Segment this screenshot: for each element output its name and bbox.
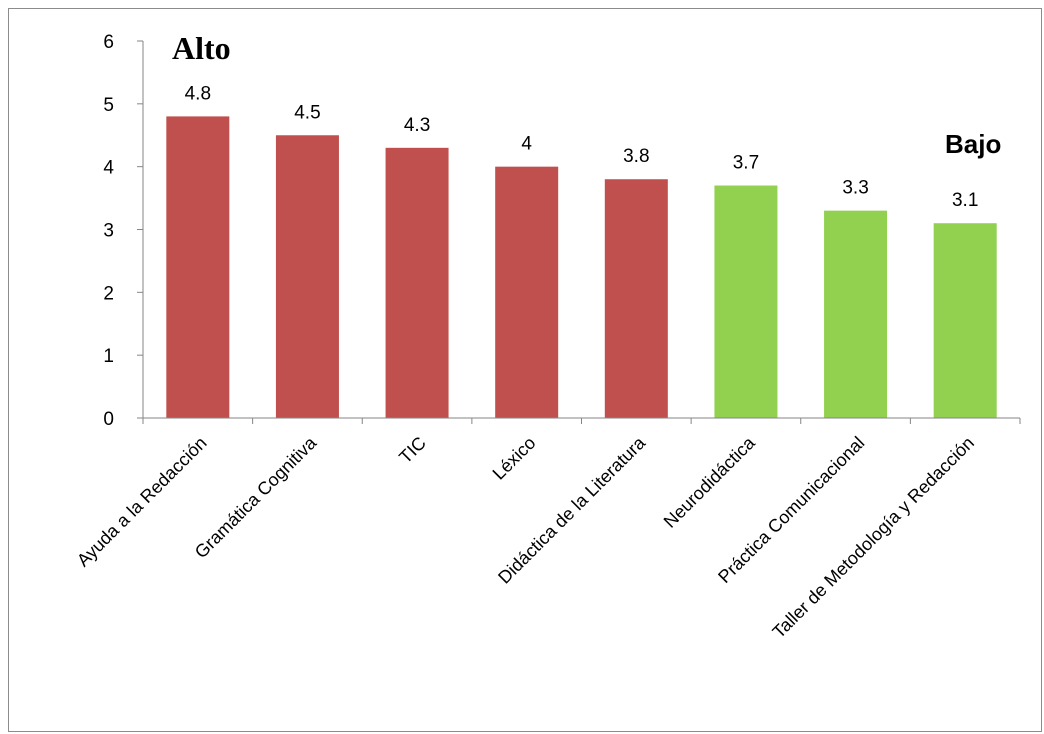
y-tick-label: 0 [103, 409, 114, 430]
data-label: 4.5 [294, 102, 320, 123]
bar [933, 223, 997, 418]
category-label: Léxico [489, 433, 540, 484]
data-label: 4.3 [404, 115, 430, 136]
bar [275, 135, 339, 418]
bar [385, 147, 449, 419]
y-tick-label: 4 [103, 158, 114, 179]
category-label: Taller de Metodología y Redacción [769, 433, 978, 642]
data-label: 3.8 [623, 146, 649, 167]
bar [714, 185, 778, 418]
y-tick-label: 6 [103, 32, 114, 53]
bars [166, 116, 997, 419]
y-tick-label: 5 [103, 95, 114, 116]
data-label: 3.7 [733, 153, 759, 174]
x-axis [142, 417, 1021, 424]
category-label: TIC [395, 433, 430, 468]
y-tick-label: 3 [103, 221, 114, 242]
y-tick-label: 1 [103, 346, 114, 367]
bar [495, 166, 559, 418]
bar [604, 179, 668, 418]
category-label: Gramática Cognitiva [191, 432, 321, 562]
value-labels: 4.8 4.5 4.3 4 3.8 3.7 3.3 3.1 [185, 83, 979, 211]
y-tick-label: 2 [103, 283, 114, 304]
data-label: 3.1 [952, 190, 978, 211]
data-label: 4 [521, 134, 532, 155]
y-axis: 0 1 2 3 4 5 6 [103, 32, 144, 430]
annotation-alto: Alto [172, 30, 231, 66]
bar [824, 210, 888, 418]
category-label: Ayuda a la Redacción [73, 433, 211, 571]
category-label: Neurodidáctica [660, 432, 760, 532]
annotation-bajo: Bajo [945, 129, 1001, 159]
data-label: 3.3 [842, 178, 868, 199]
data-label: 4.8 [185, 83, 211, 104]
bar [166, 116, 230, 419]
